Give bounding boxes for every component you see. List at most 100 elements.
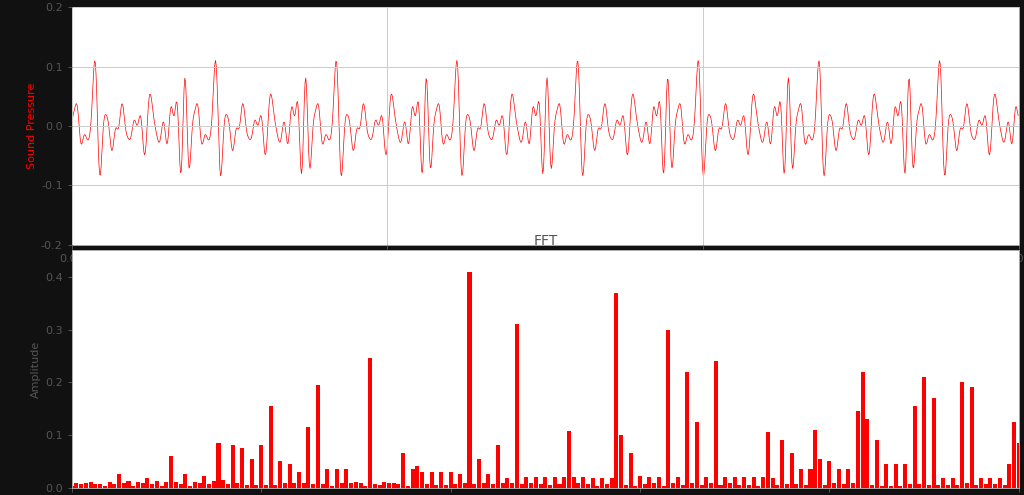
- Bar: [571, 477, 575, 488]
- Bar: [614, 293, 618, 488]
- Bar: [510, 483, 514, 488]
- Bar: [600, 478, 604, 488]
- Bar: [790, 453, 794, 488]
- Bar: [771, 478, 774, 488]
- Bar: [486, 474, 490, 488]
- Bar: [443, 485, 447, 488]
- Bar: [245, 485, 249, 488]
- Bar: [699, 485, 703, 488]
- Bar: [865, 419, 869, 488]
- Bar: [667, 330, 671, 488]
- Bar: [676, 477, 680, 488]
- Bar: [766, 432, 770, 488]
- Bar: [140, 483, 144, 488]
- Bar: [330, 486, 334, 488]
- Bar: [979, 478, 983, 488]
- Bar: [965, 483, 969, 488]
- Bar: [709, 483, 713, 488]
- Bar: [326, 469, 330, 488]
- Bar: [1002, 485, 1007, 488]
- Bar: [662, 486, 666, 488]
- Bar: [221, 480, 225, 488]
- Bar: [108, 482, 112, 488]
- Bar: [378, 485, 382, 488]
- Bar: [903, 464, 907, 488]
- Bar: [79, 485, 83, 488]
- Bar: [705, 477, 709, 488]
- Bar: [898, 486, 902, 488]
- Bar: [912, 406, 916, 488]
- Bar: [492, 484, 496, 488]
- Bar: [349, 484, 353, 488]
- Bar: [534, 477, 538, 488]
- Bar: [373, 484, 377, 488]
- Bar: [746, 485, 751, 488]
- Bar: [714, 361, 718, 488]
- Bar: [420, 472, 424, 488]
- Bar: [652, 483, 656, 488]
- Bar: [169, 456, 173, 488]
- Bar: [151, 484, 155, 488]
- Bar: [321, 484, 325, 488]
- Bar: [136, 482, 140, 488]
- Bar: [458, 474, 462, 488]
- Bar: [918, 484, 922, 488]
- Bar: [784, 484, 788, 488]
- Bar: [335, 469, 339, 488]
- Bar: [984, 484, 988, 488]
- Bar: [496, 446, 500, 488]
- Bar: [643, 484, 647, 488]
- Bar: [880, 486, 884, 488]
- Bar: [609, 478, 613, 488]
- Bar: [847, 469, 850, 488]
- Bar: [595, 486, 599, 488]
- Bar: [468, 272, 471, 488]
- Bar: [775, 486, 779, 488]
- Bar: [472, 484, 476, 488]
- Bar: [463, 483, 467, 488]
- Bar: [955, 485, 959, 488]
- Bar: [860, 372, 864, 488]
- Bar: [439, 472, 443, 488]
- Bar: [539, 484, 543, 488]
- Bar: [974, 485, 978, 488]
- Bar: [624, 485, 628, 488]
- Bar: [430, 472, 433, 488]
- Bar: [856, 411, 860, 488]
- Bar: [302, 483, 306, 488]
- Bar: [425, 484, 429, 488]
- Bar: [481, 483, 485, 488]
- Bar: [586, 485, 590, 488]
- Bar: [401, 453, 406, 488]
- Bar: [122, 483, 126, 488]
- Bar: [927, 485, 931, 488]
- Bar: [236, 483, 240, 488]
- Bar: [889, 486, 893, 488]
- Bar: [311, 485, 315, 488]
- Bar: [207, 484, 211, 488]
- Bar: [93, 484, 97, 488]
- Bar: [160, 486, 164, 488]
- Bar: [780, 440, 784, 488]
- Bar: [188, 486, 193, 488]
- Bar: [368, 358, 372, 488]
- Bar: [1008, 464, 1012, 488]
- Bar: [813, 430, 817, 488]
- Bar: [1017, 443, 1021, 488]
- Bar: [950, 478, 954, 488]
- Bar: [454, 485, 458, 488]
- Bar: [406, 486, 410, 488]
- Bar: [259, 446, 263, 488]
- Bar: [970, 388, 974, 488]
- Bar: [842, 484, 846, 488]
- Bar: [193, 482, 197, 488]
- Bar: [591, 478, 595, 488]
- Bar: [752, 477, 756, 488]
- Bar: [647, 477, 651, 488]
- Bar: [657, 477, 660, 488]
- Bar: [316, 385, 319, 488]
- Bar: [567, 431, 571, 488]
- Bar: [804, 485, 808, 488]
- Bar: [283, 483, 287, 488]
- Bar: [84, 483, 88, 488]
